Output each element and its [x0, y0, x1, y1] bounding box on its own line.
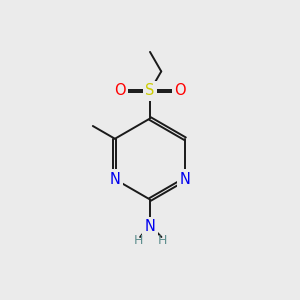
Text: N: N: [145, 219, 155, 234]
Text: H: H: [134, 234, 143, 247]
Text: O: O: [114, 83, 126, 98]
Text: O: O: [174, 83, 186, 98]
Text: N: N: [180, 172, 190, 187]
Text: N: N: [110, 172, 120, 187]
Text: S: S: [145, 83, 155, 98]
Text: H: H: [158, 234, 168, 247]
